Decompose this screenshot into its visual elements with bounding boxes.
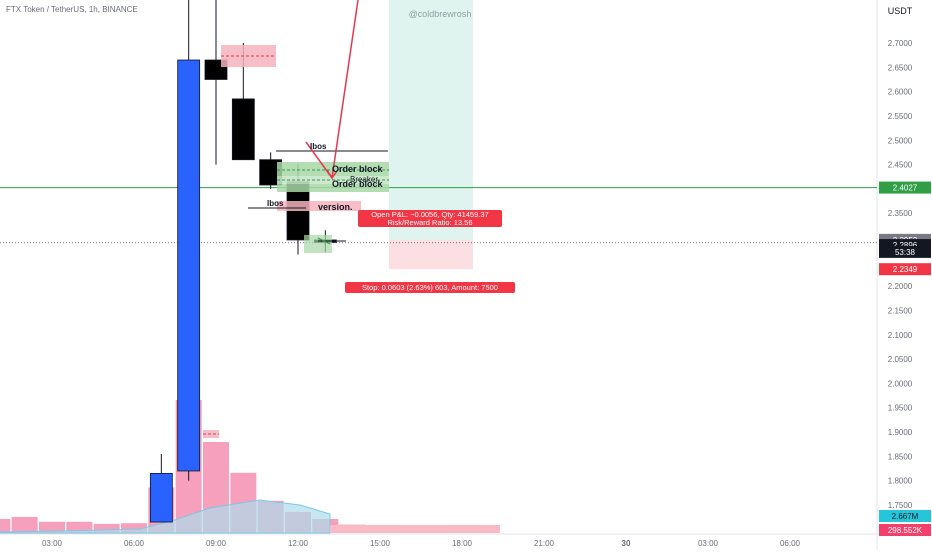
price-tick-label: 1.9500 — [888, 404, 913, 413]
time-tick-label: 09:00 — [206, 539, 227, 548]
price-tick-label: 1.8500 — [888, 452, 913, 461]
time-tick-label: 03:00 — [42, 539, 63, 548]
volume-label-text: 2.667M — [892, 512, 919, 521]
stop-info-label: Stop: 0.0603 (2.63%) 603, Amount: 7500 — [362, 283, 498, 292]
breaker-label: Breaker — [350, 175, 378, 184]
time-tick-label: 03:00 — [698, 539, 719, 548]
target-path — [317, 237, 331, 245]
volume-bar — [11, 516, 38, 533]
projection-arrow-b — [331, 170, 338, 179]
demand-box-small[interactable] — [304, 235, 332, 253]
position-info-box[interactable] — [358, 210, 502, 227]
volume-bar — [121, 523, 147, 533]
volume-bar — [0, 519, 11, 533]
volume-label-badge — [879, 510, 931, 522]
time-tick-label: 30 — [622, 539, 631, 548]
volume-moving-average — [0, 499, 331, 534]
projection-arrow-a — [326, 169, 333, 179]
price-tick-label: 2.6000 — [888, 88, 913, 97]
price-label-text: 53:38 — [895, 248, 916, 257]
inversion-label: version. — [318, 202, 353, 212]
price-axis: 2.7000 2.6500 2.6000 2.5500 2.5000 2.4500 2.35… — [888, 39, 913, 510]
volume-axis-labels: 2.667M 298.552K — [879, 510, 931, 536]
watermark-label: @coldbrewrosh — [409, 9, 472, 19]
volume-bar — [39, 521, 65, 533]
volume-label-text: 298.552K — [888, 526, 923, 535]
volume-bar — [66, 521, 93, 533]
price-tick-label: 2.1500 — [888, 306, 913, 315]
ibos-left-label: Ibos — [267, 199, 284, 208]
ibos-top-label: Ibos — [310, 142, 327, 151]
volume-bar — [93, 523, 120, 533]
candle-body[interactable] — [149, 472, 173, 523]
price-tick-label: 2.2000 — [888, 282, 913, 291]
currency-label[interactable]: USDT — [888, 6, 913, 16]
time-tick-label: 12:00 — [288, 539, 309, 548]
inversion-box[interactable] — [277, 201, 361, 211]
candles — [149, 0, 337, 523]
order-block-lower-box[interactable] — [277, 184, 389, 192]
price-label-text: 2.2349 — [893, 265, 918, 274]
time-tick-label: 18:00 — [452, 539, 473, 548]
price-tick-label: 2.0000 — [888, 379, 913, 388]
price-tick-label: 1.8000 — [888, 477, 913, 486]
price-tick-label: 1.9000 — [888, 428, 913, 437]
time-tick-label: 15:00 — [370, 539, 391, 548]
order-block-lower-label: Order block — [332, 179, 384, 189]
take-profit-zone[interactable] — [389, 0, 473, 240]
time-axis: 03:00 06:00 09:00 12:00 15:00 18:00 21:00 30 03:… — [42, 539, 801, 548]
price-label-text: 2.4027 — [893, 184, 918, 193]
candle-body[interactable] — [177, 59, 201, 472]
price-tick-label: 1.7500 — [888, 501, 913, 510]
price-tick-label: 2.5500 — [888, 112, 913, 121]
time-tick-label: 21:00 — [534, 539, 555, 548]
price-tick-label: 2.7000 — [888, 39, 913, 48]
time-tick-label: 06:00 — [780, 539, 801, 548]
position-info-line2: Risk/Reward Ratio: 13.56 — [387, 218, 472, 227]
price-tick-label: 2.5000 — [888, 136, 913, 145]
price-label-badge — [879, 181, 931, 194]
price-tick-label: 2.1000 — [888, 331, 913, 340]
volume-label-badge — [879, 524, 931, 536]
position-info-line1: Open P&L: −0.0056, Qty: 41459.37 — [371, 210, 488, 219]
price-label-badge — [879, 263, 931, 276]
time-tick-label: 06:00 — [124, 539, 145, 548]
price-tick-label: 2.3500 — [888, 209, 913, 218]
symbol-title[interactable]: FTX Token / TetherUS, 1h, BINANCE — [6, 5, 138, 14]
candle-body[interactable] — [231, 98, 255, 161]
order-block-upper-label: Order block — [332, 164, 384, 174]
price-label-text: 2.2896 — [893, 241, 918, 250]
current-volume-band — [330, 525, 500, 533]
price-tick-label: 2.6500 — [888, 63, 913, 72]
stop-info-box[interactable] — [345, 282, 515, 293]
stop-loss-zone[interactable] — [389, 239, 473, 270]
price-tick-label: 2.4500 — [888, 161, 913, 170]
price-tick-label: 2.0500 — [888, 355, 913, 364]
price-label-badge — [879, 245, 931, 258]
